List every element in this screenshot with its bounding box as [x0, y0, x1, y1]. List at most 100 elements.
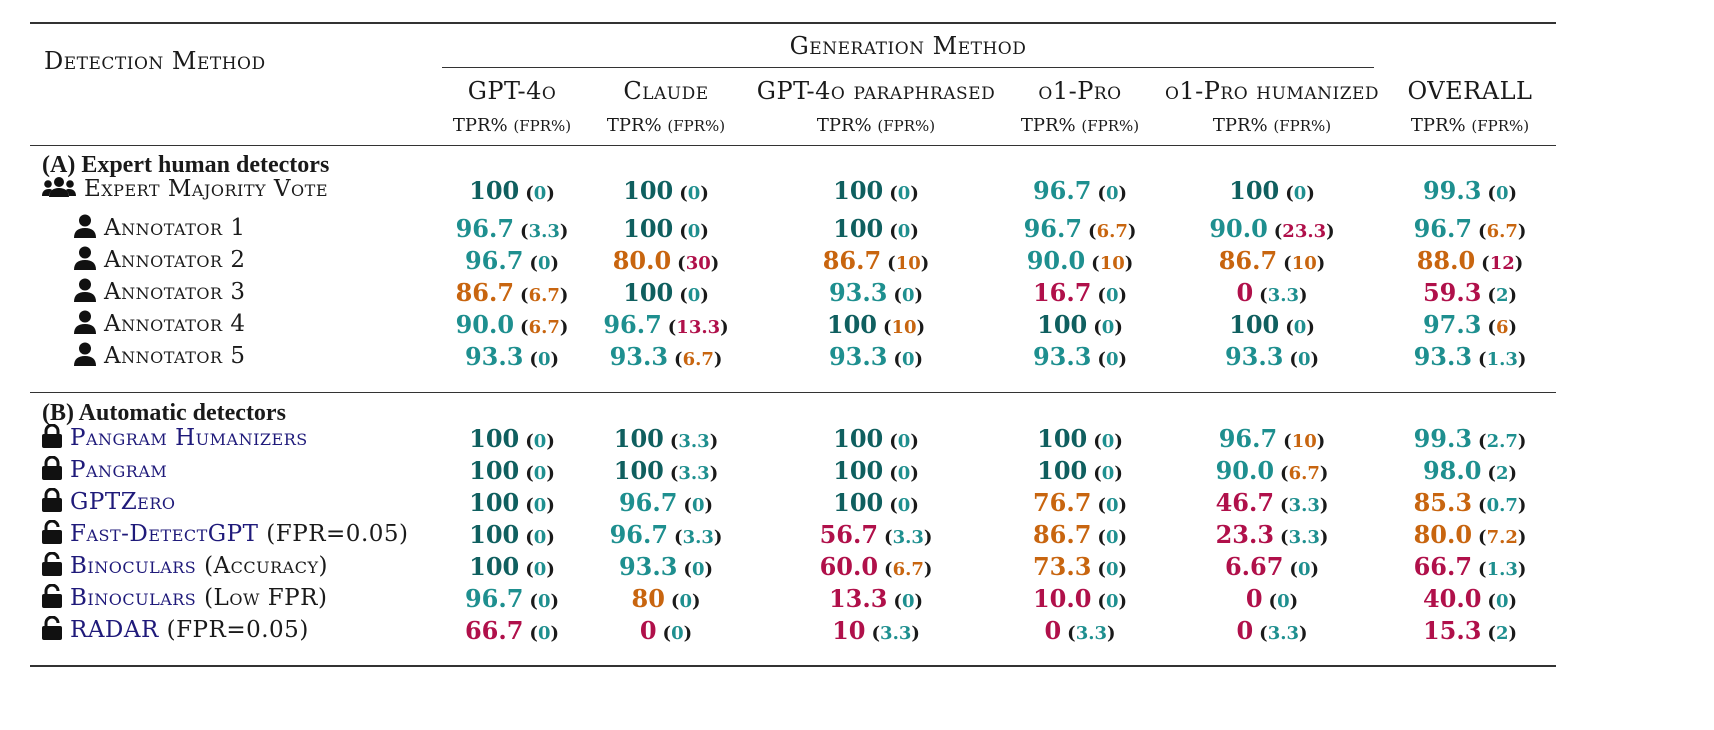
row-label-name: GPTZero: [70, 489, 176, 515]
fpr-value: (6.7): [884, 559, 933, 580]
row-label-name: Annotator 2: [104, 247, 246, 273]
row-label-name: Annotator 3: [104, 279, 246, 305]
tpr-value: 100: [469, 456, 520, 485]
fpr-value: (0): [1268, 591, 1299, 612]
fpr-number: 0: [1105, 349, 1119, 370]
table-cell: 96.7 (0): [465, 584, 559, 613]
fpr-number: 0: [897, 463, 911, 484]
fpr-number: 0: [901, 591, 915, 612]
table-cell: 86.7 (10): [1219, 246, 1326, 275]
fpr-value: (13.3): [667, 317, 729, 338]
table-cell: 88.0 (12): [1417, 246, 1524, 275]
fpr-number: 3.3: [678, 463, 710, 484]
tpr-value: 93.3: [828, 342, 888, 371]
fpr-value: (0): [1097, 349, 1128, 370]
tpr-value: 6.67: [1224, 552, 1284, 581]
tpr-value: 10: [832, 616, 866, 645]
tpr-value: 80: [631, 584, 665, 613]
fpr-value: (0): [525, 183, 555, 204]
table-cell: 99.3 (0): [1423, 176, 1517, 205]
fpr-number: 0: [691, 495, 705, 516]
fpr-label: (FPR%): [667, 117, 726, 135]
tpr-value: 100: [1037, 424, 1088, 453]
tpr-value: 23.3: [1215, 520, 1275, 549]
row-label-name: Binoculars: [70, 553, 197, 579]
fpr-number: 3.3: [1075, 623, 1108, 644]
fpr-value: (6.7): [674, 349, 723, 370]
tpr-value: 100: [833, 214, 884, 243]
tpr-value: 96.7: [464, 246, 524, 275]
tpr-value: 100: [623, 214, 674, 243]
fpr-value: (0): [893, 591, 924, 612]
row-label: Expert Majority Vote: [42, 176, 328, 204]
fpr-value: (0): [889, 495, 919, 516]
fpr-number: 0: [901, 349, 915, 370]
fpr-value: (0): [683, 559, 714, 580]
fpr-value: (0): [662, 623, 693, 644]
tpr-value: 96.7: [1218, 424, 1278, 453]
table-cell: 6.67 (0): [1225, 552, 1319, 581]
fpr-number: 6.7: [528, 285, 560, 306]
fpr-number: 0: [537, 591, 551, 612]
fpr-number: 10: [1291, 431, 1317, 452]
fpr-number: 3.3: [880, 623, 912, 644]
tpr-value: 96.7: [618, 488, 678, 517]
fpr-value: (7.2): [1478, 527, 1527, 548]
tpr-value: 100: [833, 424, 884, 453]
row-label-suffix: (Low FPR): [196, 585, 328, 611]
fpr-value: (2): [1487, 463, 1518, 484]
table-cell: 100 (0): [1229, 176, 1315, 205]
metric-label: TPR%: [1410, 115, 1466, 136]
tpr-value: 86.7: [822, 246, 882, 275]
tpr-value: 90.0: [1026, 246, 1086, 275]
table-cell: 96.7 (6.7): [1414, 214, 1527, 243]
lock-open-icon: [42, 519, 62, 550]
fpr-value: (0): [529, 623, 560, 644]
table-cell: 85.3 (0.7): [1414, 488, 1527, 517]
lock-open-icon: [42, 583, 62, 614]
fpr-number: 10: [891, 317, 917, 338]
tpr-value: 90.0: [1209, 214, 1268, 243]
table-cell: 80.0 (7.2): [1414, 520, 1527, 549]
metric-label: TPR%: [452, 115, 508, 136]
table-cell: 100 (0): [833, 456, 919, 485]
fpr-value: (0): [1487, 591, 1518, 612]
fpr-value: (0): [525, 495, 555, 516]
table-cell: 100 (0): [1229, 310, 1315, 339]
fpr-number: 0: [897, 431, 911, 452]
fpr-value: (0): [1289, 349, 1320, 370]
table-cell: 100 (0): [1037, 456, 1123, 485]
table-cell: 56.7 (3.3): [820, 520, 933, 549]
tpr-value: 56.7: [819, 520, 879, 549]
table-cell: 60.0 (6.7): [820, 552, 933, 581]
row-label: Binoculars (Low FPR): [42, 583, 328, 614]
fpr-number: 0: [897, 221, 911, 242]
row-label-name: Pangram Humanizers: [70, 425, 308, 451]
fpr-value: (0): [1285, 317, 1315, 338]
column-subheader: TPR% (FPR%): [1021, 115, 1139, 136]
fpr-value: (3.3): [669, 463, 719, 484]
table-cell: 100 (0): [469, 488, 555, 517]
table-cell: 40.0 (0): [1423, 584, 1517, 613]
table-cell: 93.3 (0): [829, 278, 923, 307]
bottom-rule: [30, 665, 1556, 667]
fpr-label: (FPR%): [877, 117, 936, 135]
table-cell: 0 (0): [640, 616, 692, 645]
fpr-number: 2: [1495, 463, 1509, 484]
tpr-value: 93.3: [1224, 342, 1284, 371]
fpr-number: 6.7: [528, 317, 560, 338]
fpr-value: (0): [1093, 317, 1123, 338]
fpr-number: 3.3: [1288, 527, 1320, 548]
lock-open-icon: [42, 615, 62, 646]
tpr-value: 100: [1037, 310, 1088, 339]
table-cell: 90.0 (6.7): [456, 310, 569, 339]
fpr-number: 0: [1105, 285, 1119, 306]
fpr-number: 6.7: [1096, 221, 1128, 242]
fpr-number: 0: [687, 285, 701, 306]
tpr-value: 93.3: [618, 552, 678, 581]
fpr-value: (3.3): [674, 527, 723, 548]
tpr-value: 99.3: [1422, 176, 1482, 205]
fpr-value: (0): [525, 431, 555, 452]
tpr-value: 86.7: [1218, 246, 1278, 275]
fpr-value: (0): [529, 253, 560, 274]
